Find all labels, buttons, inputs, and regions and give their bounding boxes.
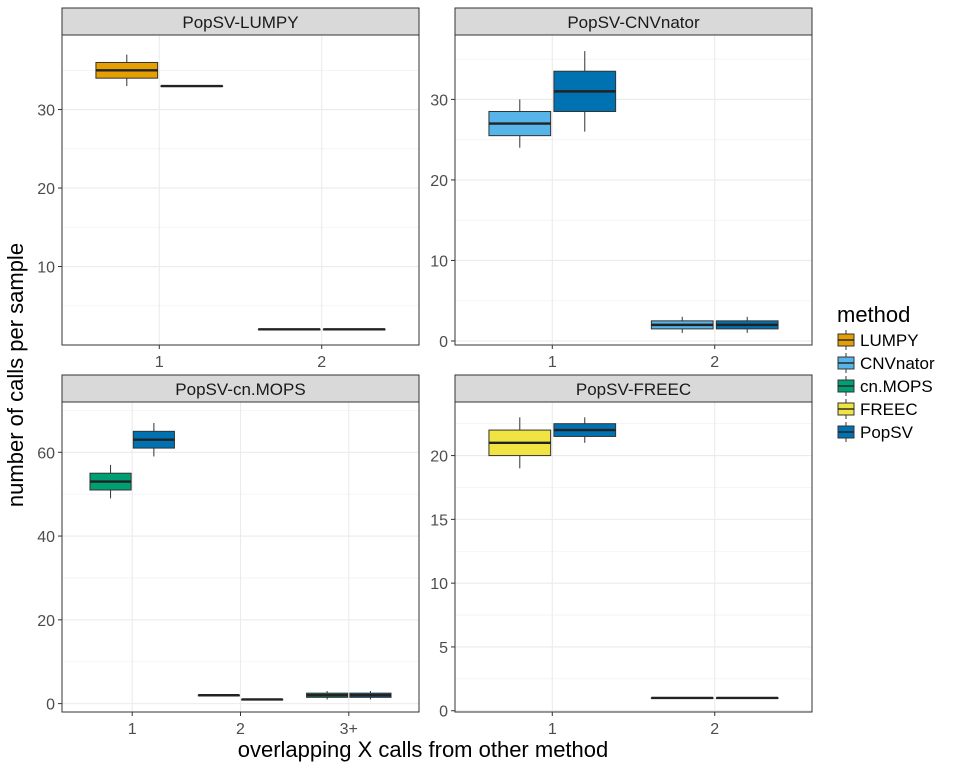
x-tick-label: 1 (548, 721, 557, 738)
legend-item-lumpy: LUMPY (837, 330, 919, 350)
y-tick-label: 30 (430, 92, 448, 109)
legend-label: CNVnator (860, 354, 935, 373)
box-cn-mops (197, 694, 240, 697)
y-tick-label: 10 (430, 253, 448, 270)
y-tick-label: 10 (37, 260, 55, 277)
legend-label: PopSV (860, 423, 914, 442)
box-popsv (553, 417, 617, 443)
legend-label: LUMPY (860, 331, 919, 350)
y-tick-label: 20 (430, 449, 448, 466)
x-tick-label: 1 (548, 354, 557, 371)
y-axis-title: number of calls per sample (3, 243, 28, 507)
box-popsv (241, 698, 284, 701)
y-tick-label: 10 (430, 576, 448, 593)
box-lumpy (257, 328, 321, 331)
box-popsv (553, 51, 617, 132)
legend-label: cn.MOPS (860, 377, 933, 396)
y-tick-label: 0 (439, 704, 448, 721)
x-tick-label: 2 (236, 721, 245, 738)
panel-border (61, 34, 420, 346)
box-freec (650, 696, 714, 700)
legend-item-cnvnator: CNVnator (837, 353, 935, 373)
legend: LUMPY CNVnator cn.MOPS FREEC PopSV (837, 330, 935, 442)
y-tick-label: 40 (37, 529, 55, 546)
plot-background (455, 35, 812, 345)
box-freec (488, 417, 552, 469)
box-lumpy (95, 54, 159, 87)
y-tick-label: 30 (37, 103, 55, 120)
panel-title: PopSV-LUMPY (182, 13, 298, 32)
y-tick-label: 15 (430, 512, 448, 529)
box-cn-mops (89, 464, 132, 499)
box-popsv (715, 696, 779, 700)
box-popsv (715, 316, 779, 333)
panel-3: PopSV-FREEC 0 5 10 15 20 1 2 (430, 374, 813, 738)
legend-label: FREEC (860, 400, 918, 419)
y-tick-label: 20 (37, 181, 55, 198)
box-cnvnator (650, 316, 714, 333)
box-popsv (160, 84, 224, 88)
panel-1: PopSV-CNVnator 0 10 20 30 1 2 (430, 7, 813, 371)
box-popsv (349, 691, 392, 700)
box-popsv (132, 422, 175, 457)
panel-border (454, 34, 813, 346)
x-tick-label: 2 (710, 721, 719, 738)
x-tick-label: 2 (317, 354, 326, 371)
panel-border (454, 401, 813, 713)
panel-title: PopSV-cn.MOPS (175, 380, 305, 399)
legend-title: method (837, 302, 910, 327)
x-tick-label: 2 (710, 354, 719, 371)
legend-item-popsv: PopSV (837, 422, 914, 442)
y-tick-label: 5 (439, 640, 448, 657)
plot-background (62, 35, 419, 345)
panel-title: PopSV-CNVnator (567, 13, 700, 32)
panel-strip (61, 7, 420, 36)
panel-strip (454, 374, 813, 403)
y-tick-label: 0 (439, 334, 448, 351)
y-tick-label: 20 (37, 613, 55, 630)
x-tick-label: 3+ (340, 721, 358, 738)
box-popsv (322, 328, 386, 331)
x-tick-label: 1 (128, 721, 137, 738)
x-tick-label: 1 (155, 354, 164, 371)
panel-0: PopSV-LUMPY 10 20 30 1 2 (37, 7, 420, 371)
y-tick-label: 0 (46, 697, 55, 714)
y-tick-label: 60 (37, 445, 55, 462)
box-cnvnator (488, 99, 552, 148)
panel-border (61, 401, 420, 713)
panel-title: PopSV-FREEC (576, 380, 691, 399)
legend-item-freec: FREEC (837, 399, 918, 419)
box-cn-mops (306, 691, 349, 700)
x-axis-title: overlapping X calls from other method (238, 737, 609, 762)
panel-2: PopSV-cn.MOPS 0 20 40 60 1 2 3+ (37, 374, 420, 738)
y-tick-label: 20 (430, 173, 448, 190)
legend-item-cn-mops: cn.MOPS (837, 376, 933, 396)
